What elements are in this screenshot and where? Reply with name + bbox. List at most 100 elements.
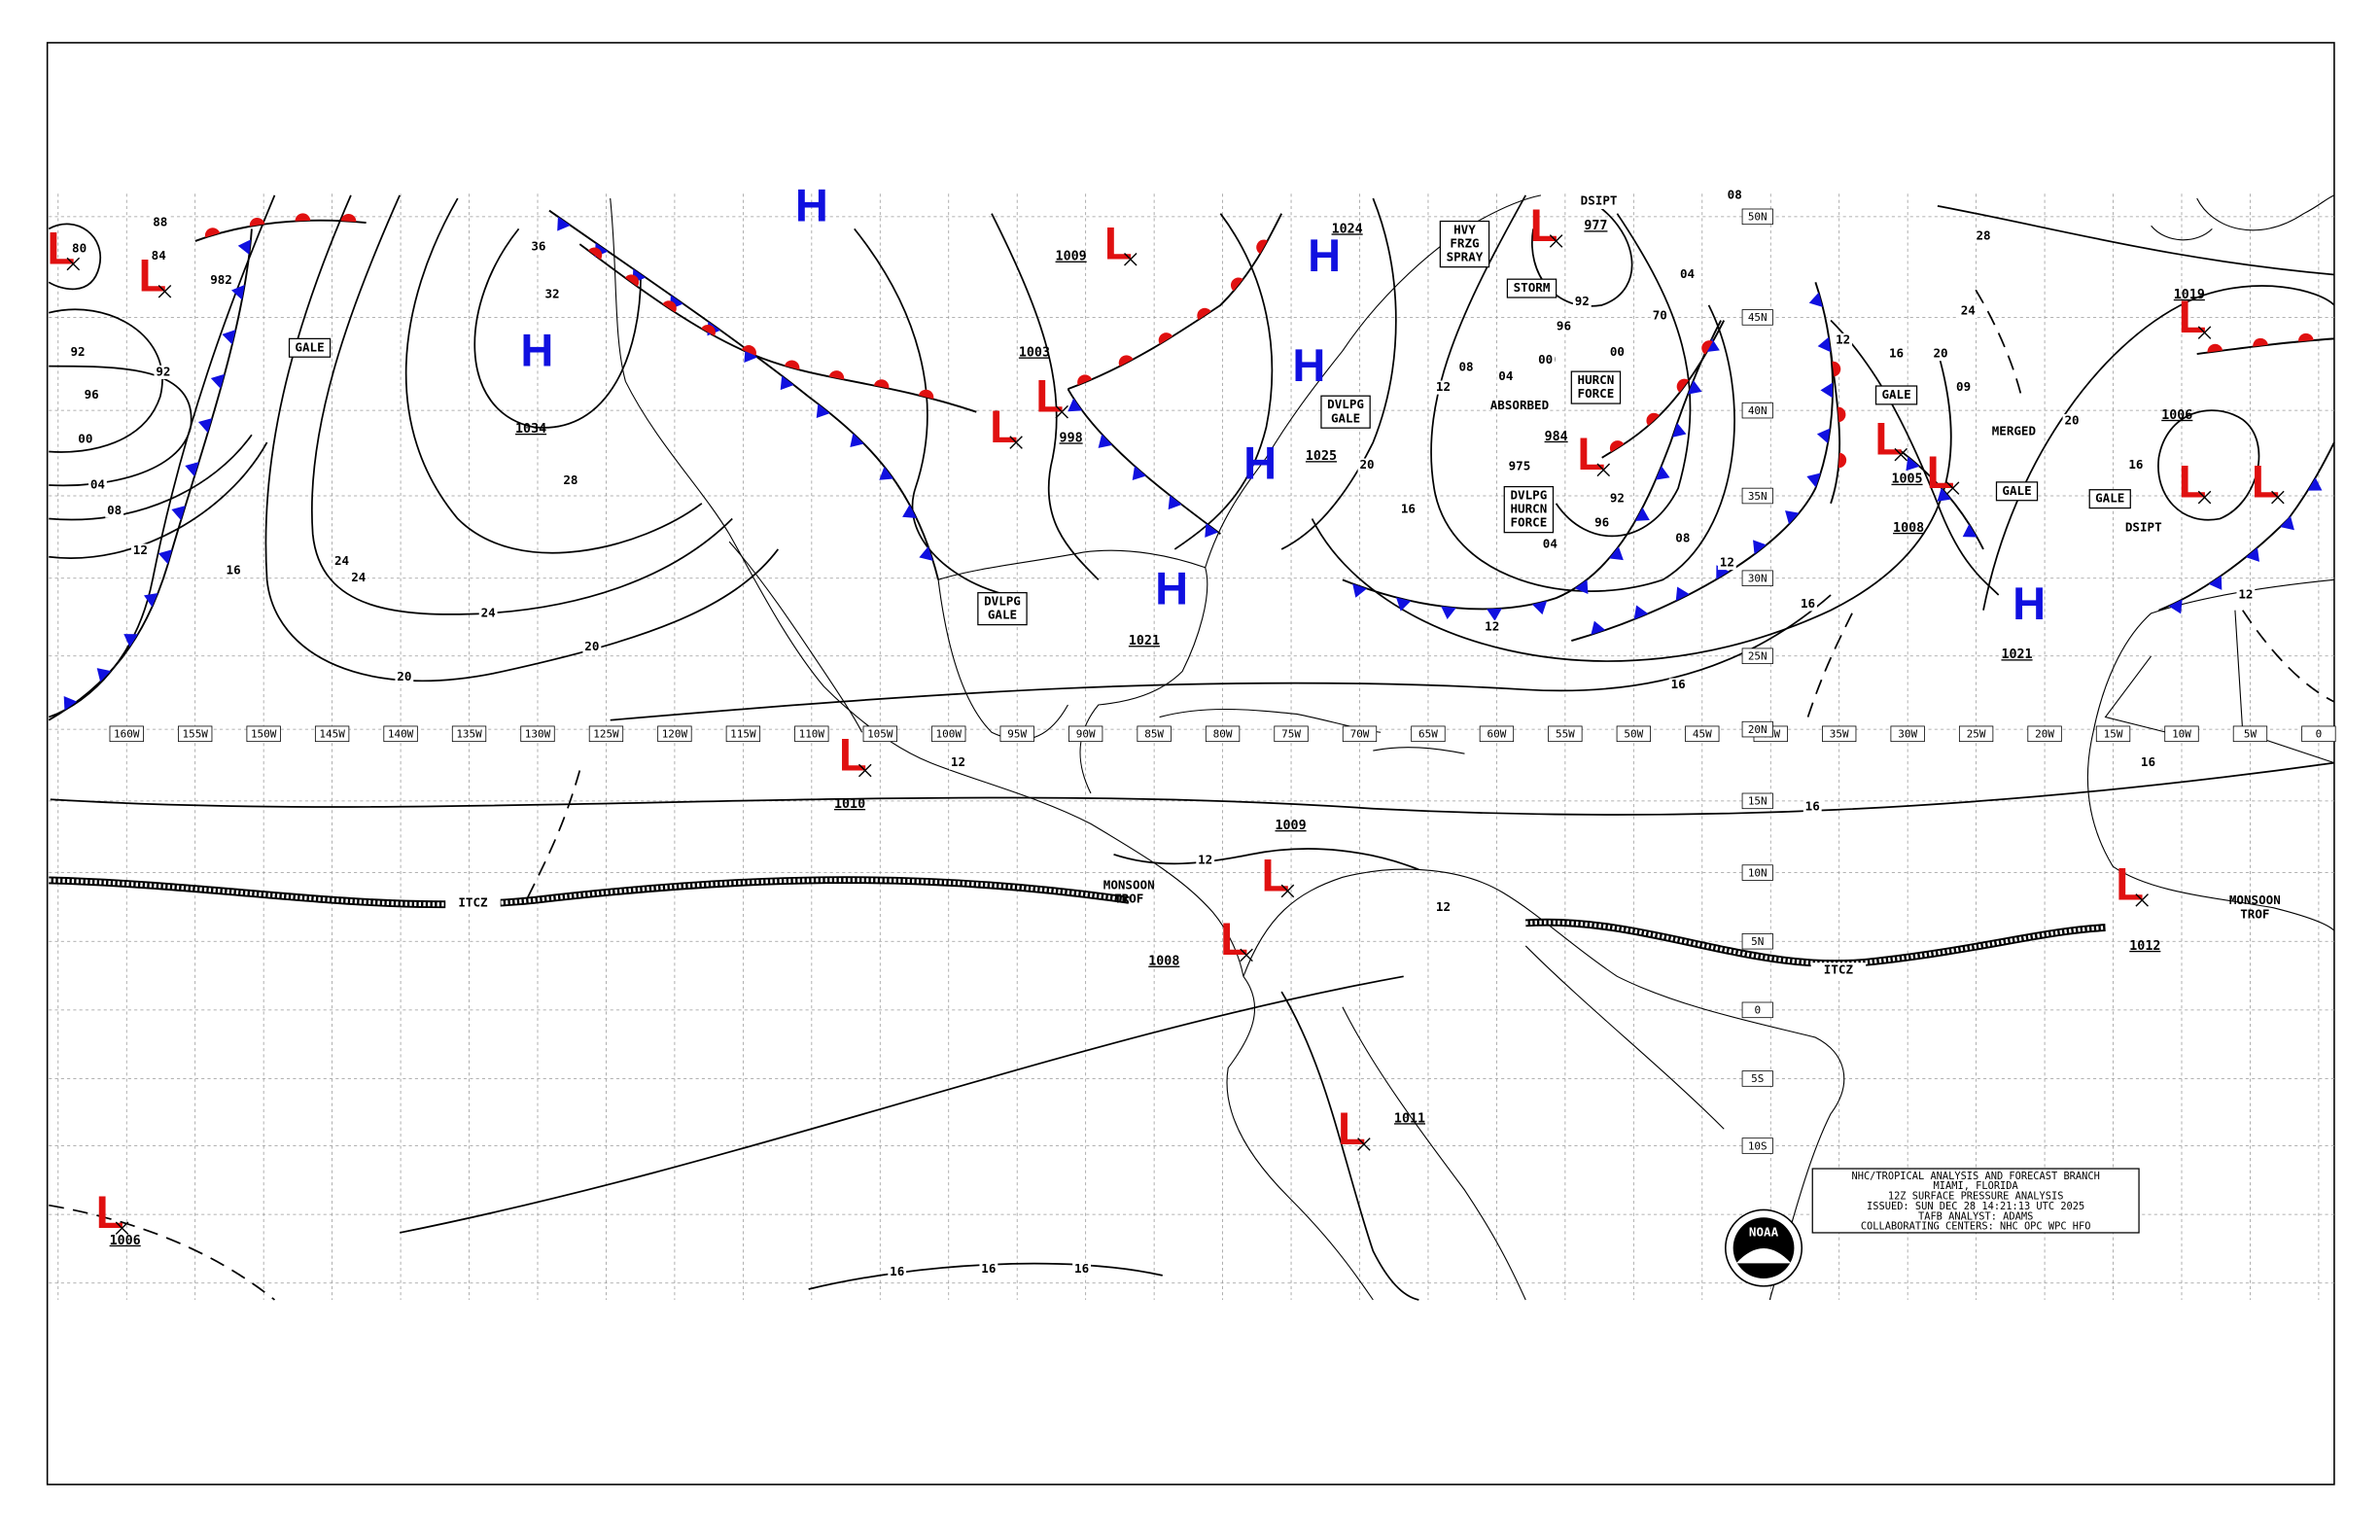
cold-front-barb — [63, 695, 78, 711]
isobar-label: 16 — [1805, 799, 1820, 814]
annotation-bg — [1810, 962, 1867, 978]
cold-front-barb — [1591, 620, 1606, 636]
latitude-box — [1741, 309, 1773, 326]
info-line: NHC/TROPICAL ANALYSIS AND FORECAST BRANC… — [1851, 1171, 2099, 1182]
isobar-label: 08 — [107, 503, 122, 517]
latitude-box — [1741, 648, 1773, 665]
isobar — [48, 194, 276, 718]
isobar — [1555, 213, 1692, 538]
logo-text: NOAA — [1749, 1224, 1779, 1239]
cold-front-barb — [237, 239, 252, 255]
trough — [1975, 289, 2023, 398]
info-line: TAFB ANALYST: ADAMS — [1918, 1210, 2033, 1222]
isobar-label-bg — [1607, 345, 1627, 360]
cold-front-barb — [1816, 428, 1831, 444]
cold-front-barb — [2168, 599, 2183, 614]
center-mark — [1357, 1138, 1371, 1151]
isobar-label: 32 — [545, 286, 560, 300]
longitude-label: 150W — [251, 728, 277, 741]
isobar-label-bg — [212, 273, 230, 288]
isobar-label-bg — [1974, 229, 1993, 244]
annotation: DSIPT — [1581, 193, 1618, 208]
isobar-label-bg — [82, 388, 101, 402]
warm-front — [578, 243, 977, 413]
longitude-label: 110W — [799, 728, 825, 741]
latitude-box — [1741, 792, 1773, 810]
cold-front-barb — [1396, 597, 1412, 612]
annotation-line: FRZG — [1450, 236, 1479, 251]
isobar-label-bg — [1540, 538, 1559, 552]
pressure-value: 1021 — [1129, 634, 1160, 648]
longitude-box — [1342, 725, 1378, 743]
pressure-center-symbol: L — [96, 1186, 124, 1238]
warm-front — [1830, 350, 1841, 505]
latitude-label: 50N — [1748, 211, 1768, 224]
isobar-label-bg — [1799, 597, 1817, 612]
isobar — [2157, 409, 2260, 521]
pressure-value: 1025 — [1306, 449, 1337, 464]
isobar-label: 24 — [334, 553, 349, 568]
info-box-frame — [1811, 1168, 2140, 1234]
isobar-label-bg — [529, 240, 548, 255]
annotation-box — [2088, 489, 2131, 509]
longitude-label: 65W — [1418, 728, 1438, 741]
longitude-label: 120W — [662, 728, 688, 741]
isobar-label-bg — [1536, 353, 1556, 368]
isobar-label: 12 — [1720, 555, 1734, 570]
annotation-line: GALE — [988, 608, 1017, 622]
annotation-bg — [1571, 193, 1627, 209]
warm-front-barb — [1838, 406, 1846, 423]
annotation: DSIPT — [2125, 519, 2162, 534]
coastline — [937, 549, 1208, 794]
longitude-label: 70W — [1350, 728, 1370, 741]
latitude-label: 0 — [1754, 1004, 1761, 1017]
isobar-label: 04 — [90, 477, 105, 492]
center-mark — [2271, 490, 2285, 505]
longitude-label: 20W — [2035, 728, 2054, 741]
cold-front-barb — [1808, 292, 1823, 307]
cold-front-barb — [197, 418, 213, 434]
cold-front-barb — [1820, 382, 1833, 399]
pressure-center-symbol: H — [1308, 229, 1341, 281]
warm-front-barb — [1832, 361, 1841, 377]
pressure-value: 998 — [1060, 431, 1083, 445]
isobar-label-bg — [1673, 531, 1693, 546]
longitude-box — [862, 725, 897, 743]
cold-front-barb — [1687, 379, 1702, 395]
longitude-box — [246, 725, 281, 743]
isobar-label: 12 — [1836, 332, 1850, 346]
isobar-label: 04 — [1680, 266, 1695, 281]
cold-front-barb — [1609, 546, 1624, 561]
isobar — [48, 308, 163, 453]
cold-front-barb — [222, 330, 236, 345]
center-mark — [1596, 463, 1611, 477]
isobar-label-bg — [1717, 555, 1736, 571]
longitude-box — [451, 725, 487, 743]
coastline — [728, 541, 863, 733]
annotation-bg — [2116, 520, 2172, 536]
isobar-label-bg — [2236, 587, 2256, 603]
warm-front-barb — [873, 379, 890, 389]
cold-front-barb — [1962, 524, 1978, 538]
pressure-center-symbol: L — [1220, 913, 1248, 964]
cold-front-barb — [1168, 495, 1182, 510]
isobar — [1280, 197, 1397, 550]
trough — [1806, 610, 1855, 718]
warm-front-barb — [1158, 332, 1173, 345]
cold-front-barb — [1906, 456, 1920, 472]
cold-front-barb — [902, 505, 917, 519]
isobar-label: 24 — [351, 570, 366, 584]
pressure-center-symbol: L — [839, 728, 867, 780]
isobar-label-bg — [1954, 380, 1974, 395]
pressure-value: 1034 — [515, 422, 546, 437]
cold-front-barb — [96, 668, 112, 682]
annotation-box — [288, 337, 332, 358]
longitude-label: 160W — [114, 728, 140, 741]
isobar-label-bg — [349, 571, 368, 585]
longitude-box — [2027, 725, 2062, 743]
annotation-box — [1874, 385, 1918, 405]
cold-front-barb — [1352, 583, 1367, 598]
longitude-box — [1274, 725, 1309, 743]
isobar — [50, 761, 2335, 816]
